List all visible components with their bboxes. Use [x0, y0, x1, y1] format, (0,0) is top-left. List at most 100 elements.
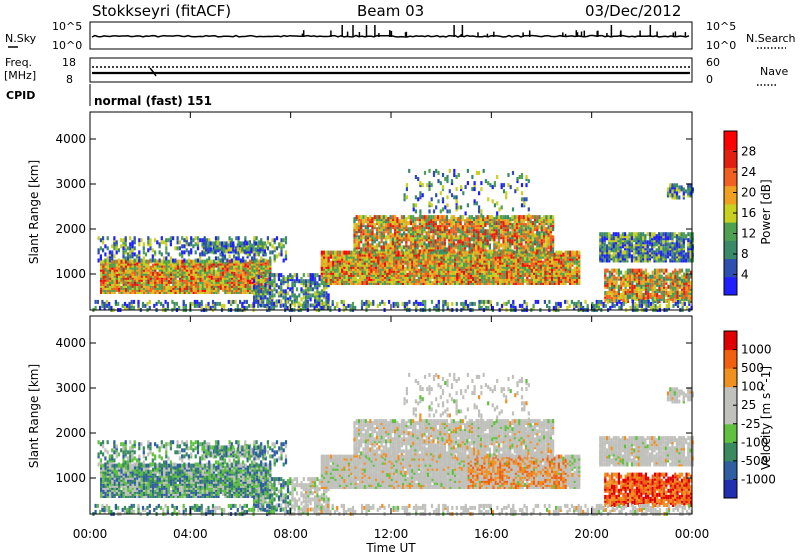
power-cell: [253, 273, 256, 278]
power-cell: [499, 281, 502, 285]
power-cell: [178, 252, 181, 257]
power-cell: [417, 268, 420, 273]
power-cell: [404, 270, 407, 275]
power-cell: [122, 265, 125, 270]
power-cell: [149, 271, 152, 276]
power-cell: [443, 241, 446, 246]
power-cell: [102, 279, 105, 284]
power-cell: [267, 265, 270, 270]
power-cell: [483, 262, 486, 267]
power-cell: [527, 179, 530, 184]
power-cell: [138, 290, 141, 294]
power-cell: [526, 250, 529, 255]
power-cell: [199, 285, 202, 290]
power-cell: [500, 215, 503, 220]
power-cell: [509, 185, 512, 190]
power-cell: [378, 225, 381, 230]
power-cell: [111, 279, 114, 284]
power-cell: [320, 281, 323, 285]
power-cell: [454, 262, 457, 267]
power-cell: [147, 290, 150, 294]
nsky-left-tick-top: 10^5: [52, 20, 82, 33]
power-cell: [151, 258, 154, 263]
power-cell: [575, 254, 579, 259]
power-cell: [382, 245, 385, 250]
power-cell: [601, 258, 604, 263]
power-cell: [555, 262, 558, 267]
power-cell: [486, 249, 489, 254]
power-cell: [161, 290, 164, 294]
power-cell: [560, 250, 563, 255]
power-cell: [257, 283, 260, 288]
power-cell: [208, 279, 211, 284]
power-cell: [465, 270, 468, 275]
power-cell: [255, 258, 258, 263]
power-cell: [475, 241, 478, 246]
power-cell: [237, 236, 240, 241]
power-cell: [527, 225, 530, 230]
power-cell: [360, 233, 363, 238]
power-cell: [199, 279, 202, 284]
power-cell: [253, 285, 256, 290]
power-cell: [457, 245, 460, 250]
power-cell: [385, 223, 388, 228]
power-cell: [174, 265, 177, 270]
power-cell: [403, 219, 406, 224]
power-cell: [327, 254, 330, 259]
power-cell: [147, 259, 150, 264]
power-cell: [423, 235, 426, 240]
power-cell: [421, 183, 424, 188]
power-cell: [464, 219, 467, 224]
power-cell: [269, 242, 272, 247]
power-cell: [504, 215, 507, 220]
power-cell: [512, 250, 515, 255]
power-cell: [176, 290, 179, 294]
power-cell: [362, 219, 365, 224]
power-cell: [483, 270, 486, 275]
power-cell: [113, 259, 116, 264]
power-cell: [302, 301, 305, 306]
power-cell: [106, 290, 109, 294]
power-cell: [453, 173, 456, 177]
power-cell: [230, 238, 233, 243]
freq-right-tick-top: 60: [706, 56, 720, 69]
power-cell: [504, 221, 507, 226]
power-cell: [538, 215, 541, 220]
power-cell: [439, 219, 442, 224]
power-cell: [400, 225, 403, 230]
power-cell: [147, 279, 150, 284]
power-cell: [393, 281, 396, 285]
power-cell: [433, 254, 436, 259]
power-cell: [389, 225, 392, 230]
power-cell: [366, 249, 370, 254]
power-cell: [343, 270, 346, 275]
power-cell: [366, 225, 370, 230]
power-cell: [245, 241, 248, 246]
power-cell: [284, 250, 288, 255]
power-cell: [496, 211, 499, 216]
power-cell: [419, 181, 422, 186]
power-cell: [170, 285, 173, 290]
power-cell: [370, 254, 373, 259]
power-cell: [325, 262, 328, 267]
power-cell: [366, 241, 370, 246]
power-cell: [400, 215, 403, 220]
power-cell: [391, 249, 394, 254]
power-cell: [524, 223, 528, 228]
power-cell: [494, 270, 497, 275]
power-cell: [228, 259, 231, 264]
power-cell: [209, 247, 212, 252]
power-cell: [133, 236, 136, 241]
power-cell: [390, 281, 393, 285]
power-cell: [520, 191, 524, 196]
power-cell: [226, 290, 229, 294]
power-cell: [475, 201, 478, 206]
power-cell: [571, 262, 574, 267]
power-cell: [120, 279, 123, 284]
power-cell: [248, 247, 251, 252]
power-cell: [181, 265, 184, 270]
power-cell: [104, 279, 107, 284]
power-cell: [543, 223, 546, 228]
power-cell: [356, 254, 360, 259]
power-cell: [363, 254, 366, 259]
